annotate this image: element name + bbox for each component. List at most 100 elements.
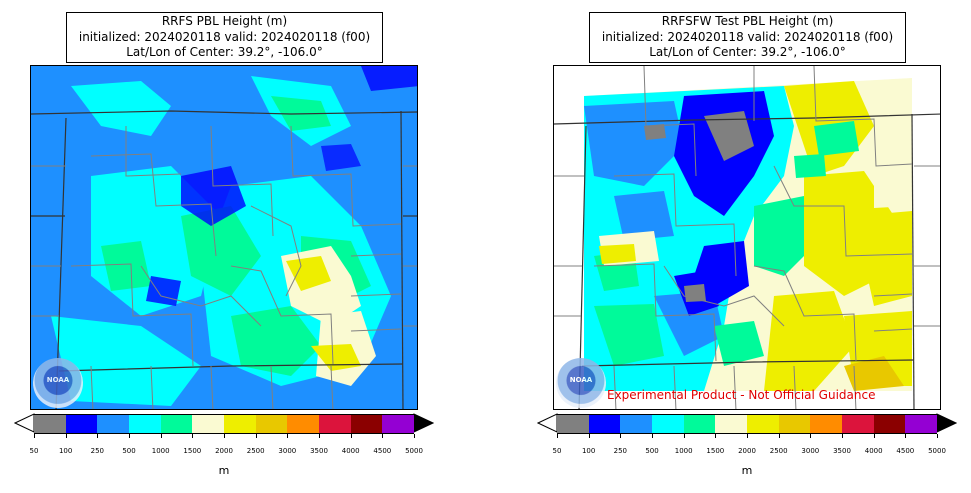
right-map-field	[554, 66, 940, 409]
left-colorbar-swatch	[65, 415, 98, 433]
left-colorbar-tick-label: 2000	[215, 447, 233, 455]
left-title-line3: Lat/Lon of Center: 39.2°, -106.0°	[126, 45, 323, 59]
left-colorbar-tick-label: 50	[29, 447, 39, 455]
left-colorbar-tick-label: 1500	[183, 447, 202, 455]
right-colorbar-tick-label: 3000	[801, 447, 820, 455]
right-colorbar-tick-label: 4000	[864, 447, 883, 455]
right-noaa-logo-text: NOAA	[569, 376, 593, 384]
right-panel: RRFSFW Test PBL Height (m) initialized: …	[523, 0, 963, 493]
right-colorbar-tick-mark	[683, 434, 685, 438]
left-colorbar-swatches	[34, 414, 414, 434]
left-colorbar-tick-mark	[255, 434, 257, 438]
right-colorbar-tick-mark	[652, 434, 653, 438]
left-colorbar-tick-label: 2500	[246, 447, 265, 455]
left-colorbar-swatch	[128, 415, 161, 433]
left-map	[30, 65, 418, 410]
right-colorbar-tick-mark	[620, 434, 622, 438]
right-title-line1: RRFSFW Test PBL Height (m)	[661, 14, 834, 28]
left-colorbar-tick-label: 100	[58, 447, 73, 455]
right-colorbar-tick-mark	[557, 434, 558, 438]
right-map	[553, 65, 941, 410]
left-colorbar-swatch	[287, 415, 319, 433]
left-colorbar-unit: m	[218, 464, 230, 477]
right-colorbar-tick-label: 2500	[769, 447, 788, 455]
right-colorbar-tick-mark	[588, 434, 590, 438]
experimental-disclaimer: Experimental Product - Not Official Guid…	[607, 388, 876, 402]
right-colorbar-swatch	[873, 415, 906, 433]
left-colorbar-tick-mark	[350, 434, 352, 438]
right-colorbar-tick-mark	[937, 434, 938, 438]
left-colorbar-tick-mark	[224, 434, 225, 438]
right-colorbar-tick-label: 1000	[674, 447, 693, 455]
left-colorbar-tick-mark	[192, 434, 194, 438]
left-colorbar-swatch	[350, 415, 383, 433]
left-colorbar-tick-mark	[65, 434, 67, 438]
right-colorbar-tick-label: 4500	[896, 447, 915, 455]
left-colorbar	[14, 412, 434, 434]
right-colorbar-tick-label: 100	[581, 447, 596, 455]
left-colorbar-swatch	[382, 415, 414, 433]
left-colorbar-tick-mark	[287, 434, 289, 438]
right-colorbar-tick-mark	[747, 434, 748, 438]
right-colorbar-swatches	[557, 414, 937, 434]
right-title-line2: initialized: 2024020118 valid: 202402011…	[601, 29, 894, 44]
right-colorbar-swatch	[746, 415, 779, 433]
left-colorbar-tick-mark	[319, 434, 320, 438]
right-colorbar	[537, 412, 957, 434]
left-colorbar-tick-label: 5000	[405, 447, 423, 455]
left-colorbar-swatch	[34, 415, 66, 433]
right-colorbar-swatch	[841, 415, 874, 433]
right-colorbar-swatch	[778, 415, 811, 433]
left-noaa-logo-text: NOAA	[46, 376, 70, 384]
left-colorbar-tick-mark	[414, 434, 415, 438]
right-title-line3: Lat/Lon of Center: 39.2°, -106.0°	[649, 45, 846, 59]
left-title-line2: initialized: 2024020118 valid: 202402011…	[78, 29, 371, 44]
left-colorbar-tick-mark	[160, 434, 162, 438]
right-colorbar-tick-label: 50	[552, 447, 562, 455]
right-colorbar-swatch	[715, 415, 747, 433]
right-colorbar-swatch	[905, 415, 937, 433]
left-colorbar-swatch	[223, 415, 256, 433]
right-colorbar-swatch	[683, 415, 716, 433]
left-colorbar-tick-label: 1000	[151, 447, 170, 455]
right-colorbar-tick-mark	[905, 434, 907, 438]
right-colorbar-tick-mark	[873, 434, 875, 438]
left-colorbar-tick-label: 3000	[278, 447, 297, 455]
right-colorbar-swatch	[557, 415, 589, 433]
left-colorbar-swatch	[318, 415, 351, 433]
left-colorbar-tick-label: 500	[122, 447, 136, 455]
left-noaa-logo: NOAA	[33, 358, 83, 408]
left-title-box: RRFS PBL Height (m) initialized: 2024020…	[66, 12, 383, 63]
left-colorbar-swatch	[192, 415, 224, 433]
right-colorbar-tick-label: 3500	[833, 447, 851, 455]
right-colorbar-tick-label: 500	[645, 447, 659, 455]
left-title-line1: RRFS PBL Height (m)	[161, 14, 288, 28]
right-colorbar-tick-mark	[810, 434, 812, 438]
left-colorbar-swatch	[160, 415, 193, 433]
right-title-box: RRFSFW Test PBL Height (m) initialized: …	[589, 12, 906, 63]
right-colorbar-tick-label: 5000	[928, 447, 946, 455]
right-colorbar-tick-mark	[715, 434, 717, 438]
right-colorbar-tick-label: 2000	[738, 447, 756, 455]
right-colorbar-unit: m	[741, 464, 753, 477]
left-colorbar-tick-label: 3500	[310, 447, 328, 455]
left-colorbar-tick-label: 4500	[373, 447, 392, 455]
right-colorbar-tick-mark	[778, 434, 780, 438]
left-colorbar-swatch	[97, 415, 129, 433]
left-colorbar-tick-mark	[382, 434, 384, 438]
left-colorbar-tick-mark	[97, 434, 99, 438]
left-colorbar-swatch	[255, 415, 288, 433]
left-colorbar-tick-label: 250	[90, 447, 105, 455]
right-noaa-logo: NOAA	[556, 358, 606, 408]
right-colorbar-tick-label: 1500	[706, 447, 725, 455]
right-colorbar-swatch	[651, 415, 684, 433]
left-colorbar-tick-label: 4000	[341, 447, 360, 455]
left-panel: RRFS PBL Height (m) initialized: 2024020…	[0, 0, 440, 493]
left-colorbar-tick-mark	[34, 434, 35, 438]
right-colorbar-tick-label: 250	[613, 447, 628, 455]
left-map-field	[31, 66, 417, 409]
right-colorbar-tick-mark	[842, 434, 843, 438]
right-colorbar-swatch	[620, 415, 652, 433]
right-colorbar-swatch	[588, 415, 621, 433]
left-colorbar-tick-mark	[129, 434, 130, 438]
